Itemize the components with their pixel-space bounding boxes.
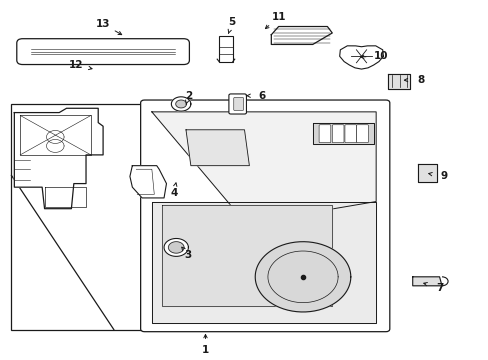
FancyBboxPatch shape — [319, 125, 330, 143]
Text: 9: 9 — [440, 171, 447, 181]
Text: 5: 5 — [228, 17, 235, 27]
Polygon shape — [271, 27, 331, 44]
Polygon shape — [130, 166, 166, 198]
Polygon shape — [163, 238, 188, 256]
FancyBboxPatch shape — [356, 125, 367, 143]
Polygon shape — [255, 242, 350, 312]
Polygon shape — [161, 205, 331, 306]
Text: 12: 12 — [69, 60, 83, 70]
Text: 2: 2 — [184, 91, 192, 101]
Polygon shape — [152, 202, 375, 323]
Polygon shape — [185, 130, 249, 166]
Text: 8: 8 — [417, 75, 424, 85]
Polygon shape — [175, 100, 186, 108]
Polygon shape — [412, 277, 441, 286]
Polygon shape — [152, 112, 375, 223]
FancyBboxPatch shape — [141, 100, 389, 332]
FancyBboxPatch shape — [228, 94, 246, 114]
Text: 13: 13 — [96, 19, 110, 29]
FancyBboxPatch shape — [219, 36, 232, 62]
FancyBboxPatch shape — [233, 98, 243, 111]
Polygon shape — [168, 242, 183, 253]
Polygon shape — [171, 97, 190, 111]
Text: 4: 4 — [170, 188, 177, 198]
Text: 1: 1 — [202, 345, 209, 355]
FancyBboxPatch shape — [17, 39, 189, 64]
Polygon shape — [387, 74, 409, 89]
Text: 6: 6 — [257, 91, 264, 101]
FancyBboxPatch shape — [344, 125, 356, 143]
Bar — [11, 104, 386, 329]
Text: 11: 11 — [271, 12, 285, 22]
Text: 3: 3 — [184, 250, 192, 260]
Polygon shape — [312, 123, 373, 144]
FancyBboxPatch shape — [331, 125, 343, 143]
Polygon shape — [417, 164, 436, 182]
Text: 7: 7 — [435, 283, 442, 293]
Polygon shape — [14, 108, 103, 209]
Polygon shape — [339, 46, 383, 69]
Text: 10: 10 — [373, 51, 387, 61]
